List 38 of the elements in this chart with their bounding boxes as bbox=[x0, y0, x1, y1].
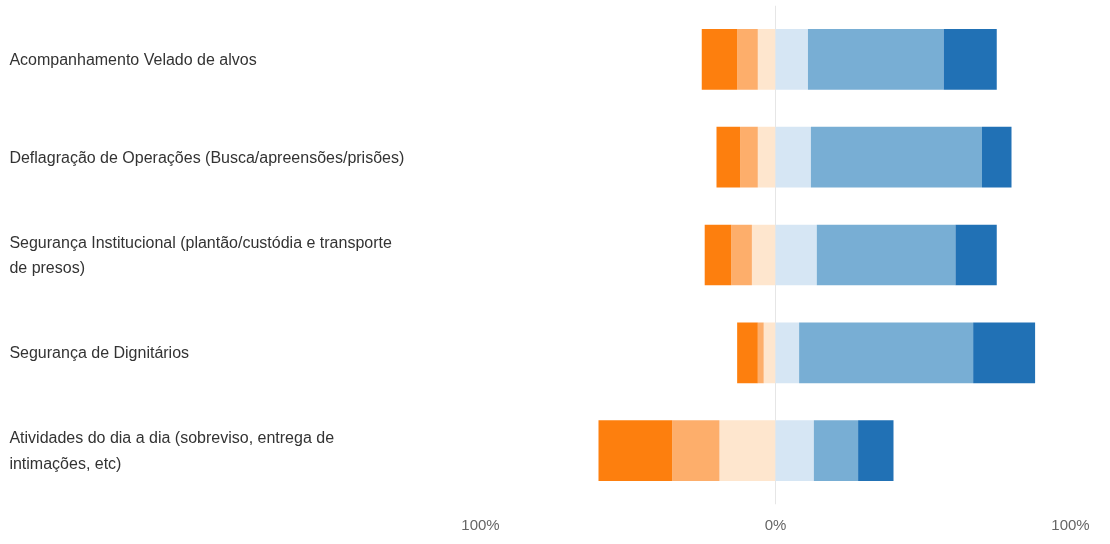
bar bbox=[973, 322, 1036, 384]
bar bbox=[858, 420, 894, 482]
bar bbox=[716, 126, 741, 188]
bar bbox=[701, 28, 738, 90]
bar bbox=[799, 322, 974, 384]
bar bbox=[775, 126, 811, 188]
x-tick-label: 100% bbox=[1051, 515, 1090, 533]
bar bbox=[719, 420, 776, 482]
y-tick-label: Deflagração de Operações (Busca/apreensões/prisões) bbox=[9, 148, 405, 166]
bar bbox=[982, 126, 1012, 188]
bar bbox=[775, 224, 817, 286]
bar bbox=[751, 224, 776, 286]
bar bbox=[740, 126, 758, 188]
bar bbox=[775, 322, 800, 384]
bar bbox=[813, 420, 859, 482]
bar bbox=[955, 224, 997, 286]
y-tick-label: Segurança de Dignitários bbox=[9, 344, 190, 362]
bar bbox=[757, 126, 776, 188]
bar bbox=[757, 28, 776, 90]
bar bbox=[704, 224, 732, 286]
bar bbox=[737, 28, 758, 90]
bar bbox=[757, 322, 764, 384]
bar bbox=[598, 420, 673, 482]
y-tick-label: Acompanhamento Velado de alvos bbox=[9, 50, 257, 68]
bar bbox=[807, 28, 944, 90]
y-tick-label: Segurança Institucional (plantão/custódia e transporte de presos) bbox=[9, 233, 392, 277]
bar bbox=[775, 420, 814, 482]
bar bbox=[737, 322, 758, 384]
bar bbox=[816, 224, 956, 286]
bar bbox=[731, 224, 752, 286]
x-tick-label: 0% bbox=[764, 515, 787, 533]
bar bbox=[943, 28, 997, 90]
bar bbox=[672, 420, 720, 482]
bar bbox=[763, 322, 776, 384]
x-tick-label: 100% bbox=[461, 515, 500, 533]
y-tick-label: Atividades do dia a dia (sobreviso, entrega de intimações, etc) bbox=[9, 429, 335, 472]
bar bbox=[810, 126, 982, 188]
bar bbox=[775, 28, 808, 90]
